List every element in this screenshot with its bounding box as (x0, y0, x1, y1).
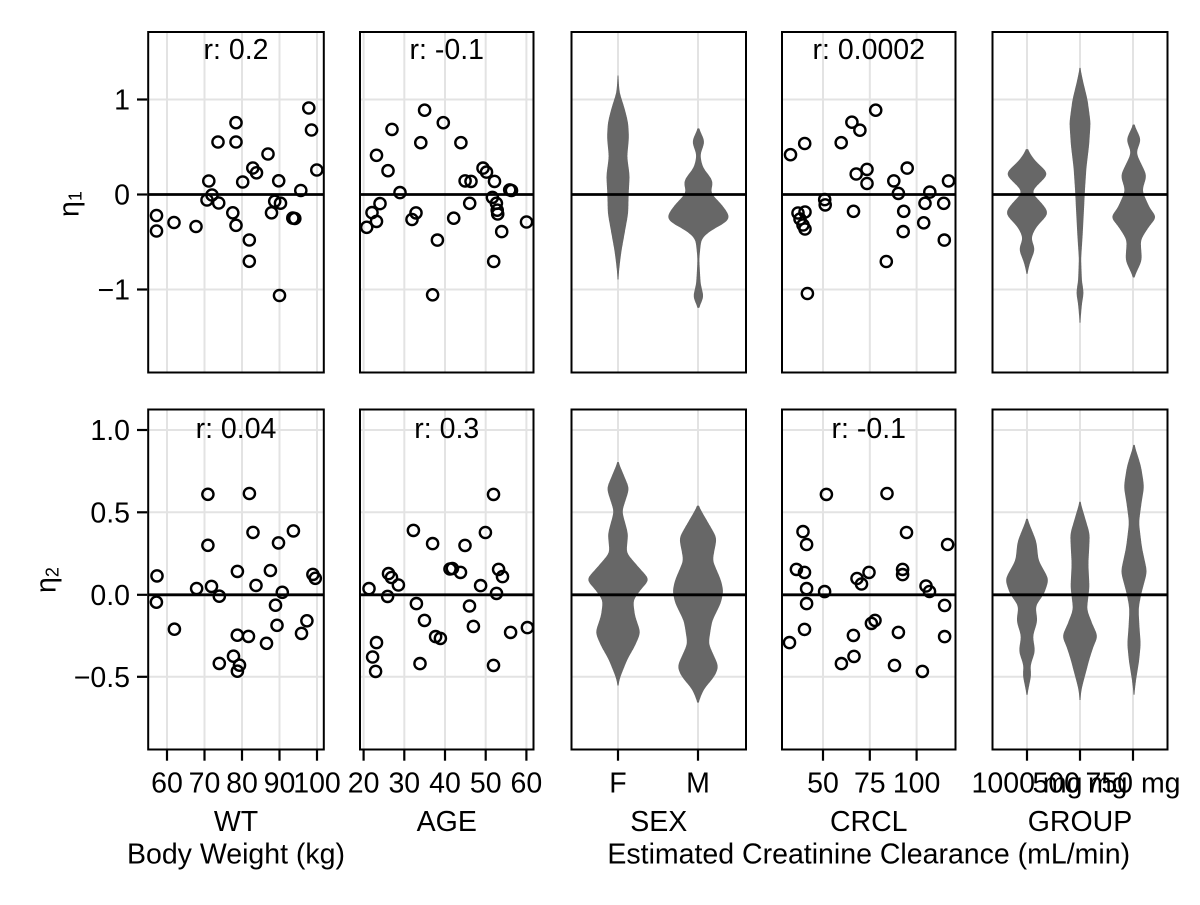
svg-text:r: 0.3: r: 0.3 (414, 413, 479, 445)
svg-text:100: 100 (293, 768, 341, 800)
svg-text:50: 50 (807, 768, 839, 800)
svg-text:r: -0.1: r: -0.1 (410, 34, 484, 66)
svg-text:20: 20 (348, 768, 380, 800)
svg-text:r: 0.04: r: 0.04 (196, 413, 277, 445)
svg-text:GROUP: GROUP (1028, 806, 1133, 838)
svg-text:1000 mg: 1000 mg (972, 768, 1083, 800)
svg-text:−0.5: −0.5 (74, 662, 130, 694)
svg-text:0: 0 (114, 180, 130, 212)
svg-text:r: 0.2: r: 0.2 (204, 34, 269, 66)
svg-text:F: F (609, 768, 626, 800)
svg-text:0.5: 0.5 (90, 497, 130, 529)
svg-text:1: 1 (114, 85, 130, 117)
svg-text:70: 70 (189, 768, 221, 800)
svg-text:1.0: 1.0 (90, 415, 130, 447)
svg-text:75: 75 (854, 768, 886, 800)
svg-text:50: 50 (470, 768, 502, 800)
svg-text:0.0: 0.0 (90, 580, 130, 612)
svg-text:500 mg: 500 mg (1032, 768, 1127, 800)
svg-text:−1: −1 (98, 275, 131, 307)
svg-text:WT: WT (214, 806, 258, 838)
svg-text:SEX: SEX (630, 806, 687, 838)
svg-text:90: 90 (264, 768, 296, 800)
svg-text:AGE: AGE (417, 806, 477, 838)
svg-text:r: 0.0002: r: 0.0002 (813, 34, 926, 66)
svg-text:60: 60 (151, 768, 183, 800)
svg-text:100: 100 (893, 768, 941, 800)
svg-text:Estimated Creatinine Clearance: Estimated Creatinine Clearance (mL/min) (607, 839, 1130, 871)
svg-text:CRCL: CRCL (830, 806, 908, 838)
svg-text:40: 40 (429, 768, 461, 800)
svg-text:30: 30 (388, 768, 420, 800)
svg-text:r: -0.1: r: -0.1 (832, 413, 906, 445)
svg-text:60: 60 (511, 768, 543, 800)
svg-text:750 mg: 750 mg (1085, 768, 1180, 800)
svg-text:M: M (686, 768, 710, 800)
svg-text:80: 80 (226, 768, 258, 800)
svg-text:Body Weight (kg): Body Weight (kg) (127, 839, 345, 871)
